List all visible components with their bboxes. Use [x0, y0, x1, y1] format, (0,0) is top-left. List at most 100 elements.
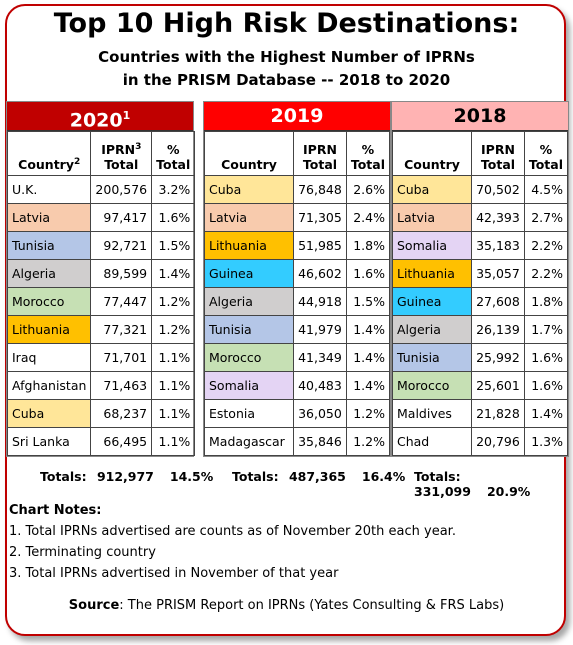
table-row: Afghanistan 71,463 1.1%: [6, 371, 196, 400]
column-header-label: Country: [18, 157, 74, 172]
pct-cell: 1.2%: [151, 315, 196, 344]
year-table: Country2 IPRN3 Total% Total U.K. 200,576 3.2% L…: [6, 131, 196, 456]
iprn-cell: 35,183: [471, 231, 525, 260]
column-header-label: Total: [480, 157, 516, 172]
pct-cell: 1.1%: [151, 427, 196, 456]
footnote-mark: 3: [135, 141, 142, 152]
note-item: 2. Terminating country: [9, 545, 156, 560]
year-table: Country IPRN Total% Total Cuba 76,848 2.6% Latv…: [203, 131, 391, 456]
source-text: : The PRISM Report on IPRNs (Yates Consu…: [119, 598, 505, 613]
column-header-label: IPRN: [481, 142, 515, 157]
year-header: 2018: [392, 102, 568, 131]
iprn-cell: 25,992: [471, 343, 525, 372]
source-line: Source: The PRISM Report on IPRNs (Yates…: [0, 598, 573, 613]
table-row: Cuba 70,502 4.5%: [391, 175, 569, 204]
iprn-cell: 71,701: [90, 343, 153, 372]
pct-cell: 1.5%: [151, 231, 196, 260]
column-header-label: Total: [156, 157, 191, 172]
totals-row: Totals: 331,099 20.9%: [414, 469, 573, 499]
column-header-label: Total: [104, 157, 139, 172]
totals-row: Totals: 487,365 16.4%: [232, 469, 405, 484]
table-row: U.K. 200,576 3.2%: [6, 175, 196, 204]
note-item: 3. Total IPRNs advertised in November of…: [9, 566, 339, 581]
pct-cell: 1.2%: [151, 287, 196, 316]
chart-title: Top 10 High Risk Destinations:: [53, 8, 520, 39]
pct-cell: 1.2%: [345, 427, 391, 456]
year-panel-2019: 2019 Country IPRN Total% Total Cuba 76,848 2.6%…: [203, 101, 391, 457]
pct-cell: 1.4%: [345, 343, 391, 372]
table-row: Iraq 71,701 1.1%: [6, 343, 196, 372]
pct-cell: 2.7%: [523, 203, 569, 232]
table-header-row: Country IPRN Total% Total: [391, 131, 569, 176]
country-cell: Madagascar: [203, 427, 295, 456]
country-cell: Chad: [391, 427, 473, 456]
country-cell: Morocco: [6, 287, 92, 316]
pct-cell: 3.2%: [151, 175, 196, 204]
country-cell: Somalia: [391, 231, 473, 260]
pct-cell: 1.2%: [345, 399, 391, 428]
pct-cell: 1.4%: [151, 259, 196, 288]
iprn-cell: 27,608: [471, 287, 525, 316]
country-cell: Cuba: [203, 175, 295, 204]
iprn-cell: 41,979: [293, 315, 347, 344]
table-row: Somalia 40,483 1.4%: [203, 371, 391, 400]
country-cell: Morocco: [203, 343, 295, 372]
country-cell: Lithuania: [391, 259, 473, 288]
year-table: Country IPRN Total% Total Cuba 70,502 4.5% Latv…: [391, 131, 569, 456]
year-header: 2019: [204, 102, 390, 131]
iprn-cell: 92,721: [90, 231, 153, 260]
iprn-cell: 71,305: [293, 203, 347, 232]
country-cell: Latvia: [6, 203, 92, 232]
column-header-label: %: [166, 142, 180, 157]
pct-cell: 1.6%: [151, 203, 196, 232]
column-header-pct: % Total: [345, 131, 391, 176]
notes-heading: Chart Notes:: [9, 503, 102, 518]
table-row: Cuba 68,237 1.1%: [6, 399, 196, 428]
totals-pct: 16.4%: [361, 469, 406, 484]
country-cell: Morocco: [391, 371, 473, 400]
year-label: 2020: [69, 109, 123, 132]
table-row: Algeria 26,139 1.7%: [391, 315, 569, 344]
table-row: Chad 20,796 1.3%: [391, 427, 569, 456]
totals-label: Totals:: [414, 469, 461, 484]
column-header-label: Country: [404, 157, 460, 172]
note-item: 1. Total IPRNs advertised are counts as …: [9, 524, 456, 539]
pct-cell: 1.8%: [345, 231, 391, 260]
country-cell: Guinea: [391, 287, 473, 316]
country-cell: Tunisia: [6, 231, 92, 260]
iprn-cell: 68,237: [90, 399, 153, 428]
table-row: Latvia 71,305 2.4%: [203, 203, 391, 232]
pct-cell: 1.4%: [523, 399, 569, 428]
column-header-iprn: IPRN3 Total: [90, 131, 153, 176]
iprn-cell: 77,447: [90, 287, 153, 316]
table-header-row: Country2 IPRN3 Total% Total: [6, 131, 196, 176]
country-cell: Somalia: [203, 371, 295, 400]
source-label: Source: [68, 598, 120, 613]
column-header-iprn: IPRN Total: [293, 131, 347, 176]
column-header-iprn: IPRN Total: [471, 131, 525, 176]
year-panel-2020: 20201 Country2 IPRN3 Total% Total U.K. 200,576…: [6, 101, 196, 457]
country-cell: Cuba: [391, 175, 473, 204]
table-row: Somalia 35,183 2.2%: [391, 231, 569, 260]
totals-row: Totals: 912,977 14.5%: [40, 469, 213, 484]
country-cell: U.K.: [6, 175, 92, 204]
table-row: Lithuania 51,985 1.8%: [203, 231, 391, 260]
pct-cell: 1.6%: [523, 343, 569, 372]
totals-pct: 14.5%: [169, 469, 214, 484]
country-cell: Sri Lanka: [6, 427, 92, 456]
pct-cell: 1.8%: [523, 287, 569, 316]
column-header-label: Country: [221, 157, 277, 172]
iprn-cell: 70,502: [471, 175, 525, 204]
footnote-mark: 2: [74, 156, 81, 167]
totals-label: Totals:: [40, 469, 87, 484]
pct-cell: 1.3%: [523, 427, 569, 456]
iprn-cell: 26,139: [471, 315, 525, 344]
chart-notes: Chart Notes: 1. Total IPRNs advertised a…: [9, 500, 456, 584]
country-cell: Maldives: [391, 399, 473, 428]
country-cell: Cuba: [6, 399, 92, 428]
iprn-cell: 42,393: [471, 203, 525, 232]
country-cell: Algeria: [203, 287, 295, 316]
totals-iprn: 331,099: [414, 484, 471, 499]
pct-cell: 1.7%: [523, 315, 569, 344]
table-row: Algeria 44,918 1.5%: [203, 287, 391, 316]
